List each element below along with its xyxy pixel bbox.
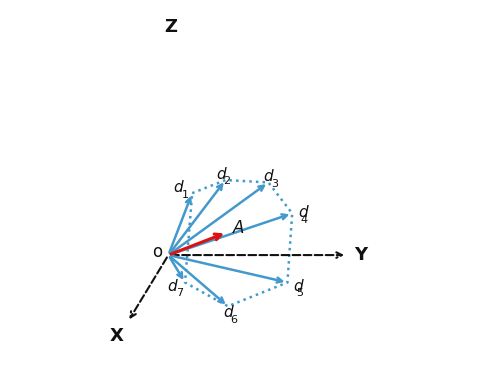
Text: 6: 6: [230, 315, 237, 325]
Text: 7: 7: [176, 288, 183, 298]
Text: 5: 5: [296, 288, 303, 298]
Text: 1: 1: [182, 190, 189, 199]
Text: Z: Z: [164, 18, 177, 36]
Text: 4: 4: [301, 214, 308, 225]
Text: d: d: [264, 169, 273, 184]
Text: 2: 2: [223, 176, 230, 187]
Text: Y: Y: [354, 246, 367, 264]
Text: o: o: [152, 243, 162, 261]
Text: d: d: [223, 305, 233, 320]
Text: d: d: [298, 205, 308, 220]
Text: 3: 3: [271, 179, 278, 189]
Text: d: d: [173, 180, 183, 195]
Text: X: X: [109, 326, 123, 344]
Text: d: d: [216, 167, 226, 182]
Text: d: d: [294, 279, 303, 294]
Text: d: d: [167, 279, 177, 294]
Text: A: A: [233, 219, 244, 237]
